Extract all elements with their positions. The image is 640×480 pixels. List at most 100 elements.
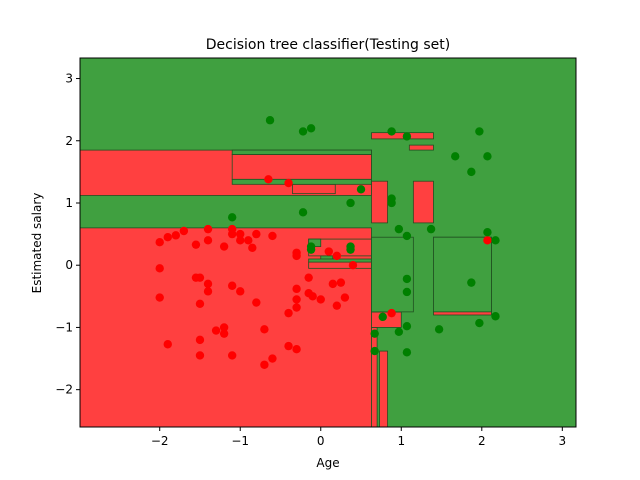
point-class-0-47 (219, 323, 229, 332)
region-class-0-2 (231, 154, 372, 180)
point-class-1-34 (370, 346, 379, 356)
region-class-0-6 (371, 311, 402, 328)
point-class-1-25 (402, 274, 412, 284)
y-axis-label: Estimated salary (30, 193, 44, 294)
point-class-0-58 (483, 236, 492, 245)
x-tick-label: −1 (231, 434, 249, 448)
point-class-1-12 (387, 198, 396, 208)
point-class-0-25 (252, 298, 261, 307)
point-class-0-45 (195, 351, 205, 360)
point-class-1-28 (370, 329, 379, 338)
point-class-0-39 (332, 301, 342, 310)
y-axis-ticks: −2 −1 0 1 2 3 (55, 72, 80, 397)
point-class-0-3 (179, 226, 189, 236)
point-class-1-6 (451, 152, 460, 161)
point-class-1-18 (483, 228, 492, 237)
point-class-1-2 (306, 124, 316, 133)
point-class-0-10 (236, 229, 245, 239)
point-class-1-30 (402, 321, 412, 331)
point-class-0-54 (292, 345, 301, 354)
point-class-1-29 (394, 327, 404, 336)
point-class-1-14 (298, 208, 308, 217)
point-class-0-31 (292, 248, 301, 257)
point-class-0-4 (191, 240, 201, 249)
point-class-1-1 (298, 127, 308, 136)
region-class-1-5 (371, 236, 414, 313)
point-class-0-43 (163, 340, 172, 349)
x-tick-label: −2 (151, 434, 169, 448)
point-class-1-15 (394, 224, 404, 234)
point-class-0-50 (260, 325, 269, 334)
decision-regions (79, 58, 576, 428)
point-class-1-32 (475, 318, 484, 328)
point-class-1-4 (402, 132, 412, 141)
point-class-0-22 (155, 293, 164, 302)
point-class-0-16 (155, 264, 164, 273)
point-class-0-21 (195, 299, 205, 308)
point-class-1-23 (346, 245, 355, 254)
region-class-0-4 (371, 327, 378, 428)
point-class-1-19 (491, 236, 500, 245)
point-class-1-17 (426, 224, 436, 234)
chart-title: Decision tree classifier(Testing set) (206, 37, 451, 53)
point-class-0-12 (248, 243, 257, 252)
point-class-0-7 (219, 242, 229, 251)
region-class-0-9 (412, 180, 434, 224)
point-class-0-20 (203, 287, 213, 296)
point-class-0-41 (340, 293, 350, 302)
x-tick-label: 2 (478, 434, 486, 448)
point-class-1-0 (265, 116, 275, 125)
plot-area (79, 58, 576, 428)
point-class-1-13 (227, 213, 237, 222)
region-class-1-6 (433, 236, 492, 313)
point-class-0-29 (292, 303, 301, 312)
point-class-0-56 (284, 178, 293, 188)
point-class-0-35 (316, 295, 325, 304)
region-class-1-0 (231, 149, 372, 155)
region-class-1-4 (308, 258, 372, 263)
point-class-0-9 (227, 224, 237, 234)
point-class-0-40 (336, 278, 346, 287)
x-axis-ticks: −2 −1 0 1 2 3 (151, 427, 566, 448)
point-class-0-44 (195, 335, 205, 345)
point-class-0-37 (328, 279, 338, 289)
point-class-1-7 (467, 167, 476, 177)
point-class-0-13 (252, 229, 261, 239)
point-class-0-2 (171, 231, 181, 240)
point-class-0-28 (292, 295, 301, 304)
point-class-0-6 (203, 224, 213, 234)
y-tick-label: 3 (65, 72, 73, 86)
point-class-1-33 (491, 312, 500, 321)
region-class-1-1 (231, 178, 372, 185)
point-class-1-27 (378, 312, 387, 322)
region-class-0-12 (408, 144, 434, 151)
point-class-0-24 (236, 287, 245, 296)
point-class-0-0 (155, 237, 164, 247)
x-tick-label: 1 (397, 434, 405, 448)
region-class-0-8 (371, 180, 388, 224)
x-tick-label: 0 (317, 434, 325, 448)
point-class-0-11 (244, 236, 253, 245)
region-class-0-3 (292, 183, 336, 195)
x-axis-label: Age (316, 456, 339, 470)
point-class-0-36 (324, 247, 334, 256)
y-tick-label: 2 (65, 134, 73, 148)
point-class-0-48 (219, 329, 229, 338)
point-class-0-5 (203, 236, 213, 245)
region-class-0-5 (379, 350, 388, 428)
point-class-1-26 (402, 287, 412, 297)
point-class-0-26 (284, 308, 293, 318)
point-class-1-21 (306, 245, 316, 254)
point-class-0-1 (163, 233, 172, 242)
point-class-1-3 (387, 127, 396, 136)
point-class-0-34 (308, 292, 317, 301)
region-class-0-14 (308, 261, 372, 269)
point-class-1-16 (402, 231, 412, 241)
point-class-0-52 (268, 354, 277, 363)
point-class-0-14 (268, 231, 277, 241)
point-class-0-32 (304, 273, 313, 282)
y-tick-label: 1 (65, 196, 73, 210)
point-class-0-38 (332, 251, 342, 261)
point-class-1-24 (467, 278, 476, 287)
